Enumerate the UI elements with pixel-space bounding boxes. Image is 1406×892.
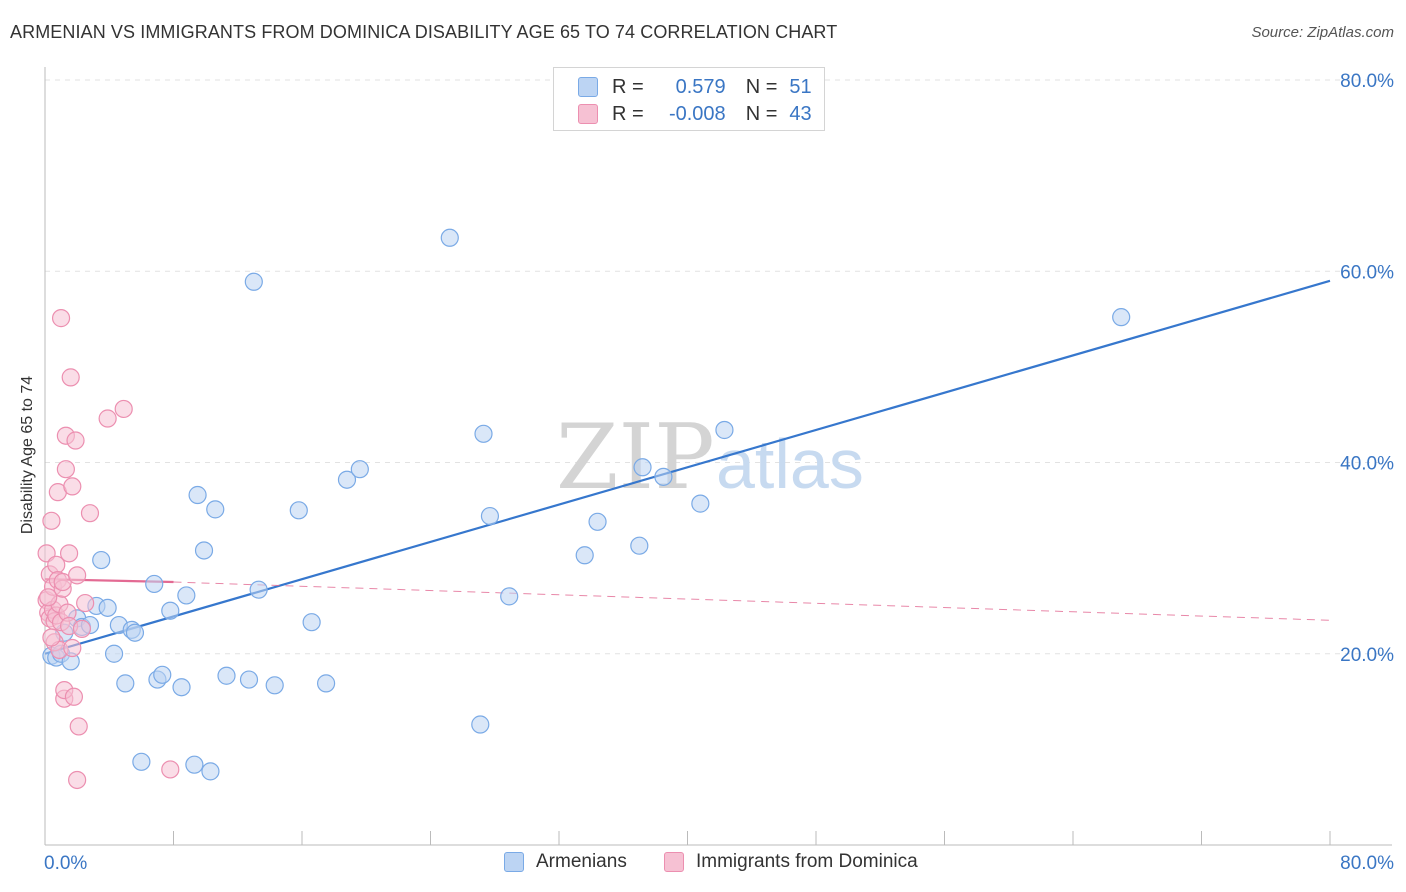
armenians-point	[474, 424, 493, 443]
stats-legend: R = 0.579 N = 51 R = -0.008 N = 43	[553, 67, 825, 131]
armenians-point	[302, 613, 321, 632]
armenians-point	[201, 762, 220, 781]
armenians-point	[654, 467, 673, 486]
armenians-point	[206, 500, 225, 519]
tick-labels: 20.0% 40.0% 60.0% 80.0% 0.0% 80.0%	[44, 71, 1394, 874]
source-label: Source: ZipAtlas.com	[1251, 24, 1394, 41]
y-tick-label: 60.0%	[1340, 262, 1394, 283]
n-label: N =	[745, 102, 778, 125]
armenians-point	[337, 470, 357, 489]
watermark: ZIP atlas	[556, 405, 864, 510]
x-tick-label-min: 0.0%	[44, 853, 87, 874]
legend-row-dominica: R = -0.008 N = 43	[578, 101, 812, 127]
armenians-point	[116, 674, 135, 693]
armenians-point	[350, 460, 369, 479]
x-tick-label-max: 80.0%	[1340, 853, 1394, 874]
armenians-swatch	[578, 77, 598, 97]
armenians-point	[289, 501, 308, 520]
r-value: 0.579	[675, 75, 726, 98]
armenians-point	[630, 536, 649, 555]
armenians-point	[471, 715, 490, 734]
dominica-swatch	[578, 104, 598, 124]
y-tick-label: 40.0%	[1340, 454, 1394, 475]
armenians-point	[440, 228, 459, 247]
dominica-legend-label: Immigrants from Dominica	[696, 851, 918, 872]
armenians-point	[98, 598, 117, 617]
dominica-point	[98, 409, 117, 428]
armenians-point	[633, 458, 652, 477]
armenians-point	[239, 670, 259, 689]
n-label: N =	[745, 75, 778, 98]
dominica-point	[42, 628, 61, 647]
dominica-point	[76, 593, 95, 613]
r-label: R =	[612, 75, 644, 98]
dominica-trend-line-dashed	[173, 581, 1331, 621]
data-points	[37, 228, 1131, 790]
gridlines	[45, 79, 1392, 655]
dominica-point	[63, 638, 82, 658]
r-label: R =	[612, 102, 644, 125]
dominica-point	[69, 717, 88, 736]
watermark-zip: ZIP	[556, 405, 715, 510]
armenians-point	[161, 601, 180, 620]
armenians-point	[153, 665, 172, 684]
y-tick-label: 80.0%	[1340, 71, 1394, 92]
armenians-point	[172, 678, 191, 697]
n-value: 43	[789, 102, 812, 125]
armenians-point	[244, 272, 263, 291]
dominica-point	[51, 309, 71, 328]
armenians-point	[265, 676, 284, 695]
armenians-point	[185, 755, 204, 774]
armenians-point	[715, 420, 734, 440]
n-value: 51	[789, 75, 812, 98]
armenians-point	[217, 666, 236, 685]
dominica-point	[80, 504, 100, 523]
dominica-point	[161, 760, 180, 779]
dominica-point	[59, 544, 79, 563]
armenians-point	[249, 580, 268, 599]
armenians-point	[132, 752, 151, 771]
armenians-point	[588, 512, 607, 531]
armenians-legend-swatch	[504, 852, 524, 872]
trend-lines	[44, 279, 1331, 655]
legend-item-armenians: Armenians	[504, 851, 627, 873]
r-value: -0.008	[668, 102, 726, 125]
dominica-point	[72, 619, 92, 638]
dominica-point	[42, 511, 61, 530]
chart-title: ARMENIAN VS IMMIGRANTS FROM DOMINICA DIS…	[10, 22, 838, 42]
armenians-point	[177, 586, 196, 605]
armenians-point	[104, 644, 124, 663]
dominica-point	[56, 460, 75, 479]
dominica-point	[39, 588, 58, 607]
armenians-point	[500, 587, 519, 606]
armenians-legend-label: Armenians	[536, 851, 627, 872]
dominica-point	[64, 687, 84, 706]
armenians-point	[145, 574, 164, 594]
armenians-point	[316, 674, 336, 693]
armenians-point	[194, 541, 214, 560]
dominica-point	[66, 431, 85, 450]
dominica-point	[63, 477, 82, 496]
dominica-point	[68, 566, 87, 585]
armenians-point	[480, 506, 500, 526]
armenians-point	[125, 623, 145, 642]
armenians-point	[1112, 308, 1131, 327]
y-tick-label: 20.0%	[1340, 645, 1394, 666]
dominica-legend-swatch	[664, 852, 684, 872]
armenians-point	[691, 494, 710, 513]
axes	[44, 67, 1392, 846]
legend-item-dominica: Immigrants from Dominica	[664, 851, 918, 873]
armenians-point	[92, 550, 111, 570]
dominica-point	[114, 399, 133, 419]
armenians-point	[188, 485, 207, 505]
armenians-point	[575, 546, 594, 565]
legend-row-armenians: R = 0.579 N = 51	[578, 74, 812, 100]
armenians-trend-line	[44, 279, 1331, 655]
dominica-point	[68, 770, 87, 790]
dominica-point	[61, 368, 80, 387]
